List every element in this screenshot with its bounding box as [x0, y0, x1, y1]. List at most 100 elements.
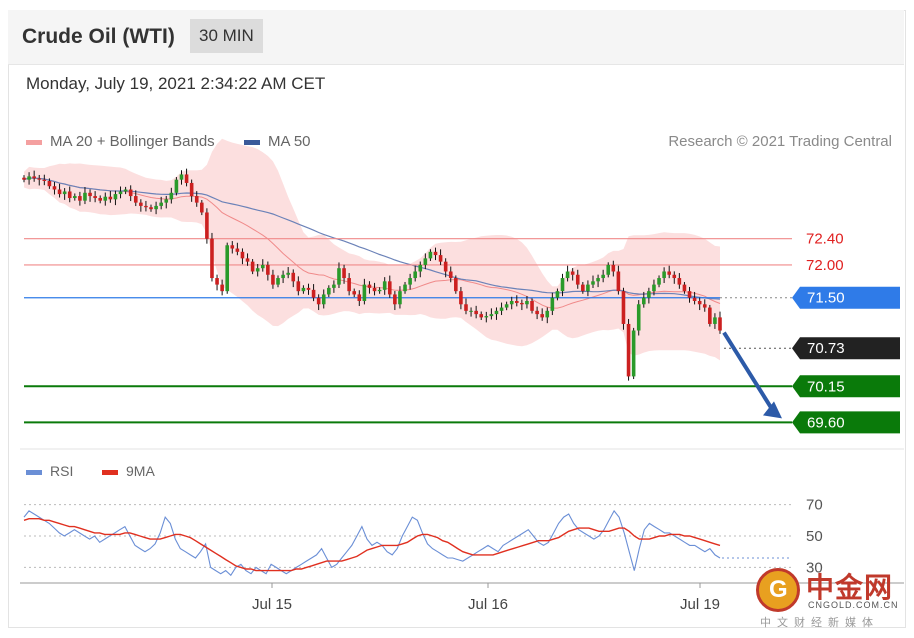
legend-rsi: RSI: [26, 463, 73, 479]
candle-body: [631, 330, 636, 377]
candle-body: [652, 284, 656, 292]
candle-body: [118, 191, 123, 195]
candle-body: [708, 307, 712, 324]
candle-body: [581, 284, 585, 292]
forecast-arrow-shaft: [722, 331, 776, 414]
level-label-72.00: 72.00: [806, 257, 844, 274]
candle-body: [469, 310, 473, 312]
candle-body: [332, 284, 336, 288]
candle-body: [367, 284, 372, 288]
instrument-title: Crude Oil (WTI): [22, 25, 175, 48]
candle-body: [32, 176, 36, 179]
candle-body: [47, 180, 52, 187]
rsi-tick-30: 30: [806, 559, 823, 576]
legend-ma20: MA 20 + Bollinger Bands: [26, 133, 215, 150]
candle-body: [103, 196, 108, 201]
candle-body: [301, 287, 306, 292]
level-tag-70.15: [792, 375, 900, 398]
candle-body: [286, 272, 290, 275]
candle-body: [194, 196, 199, 203]
level-tag-69.60: [792, 411, 900, 434]
candle-body: [88, 192, 92, 197]
candle-body: [73, 196, 77, 199]
candle-body: [606, 264, 611, 275]
candle-body: [291, 272, 296, 282]
rsi-tick-70: 70: [806, 497, 823, 514]
candle-body: [184, 174, 189, 183]
candle-body: [387, 281, 392, 295]
research-credit: Research © 2021 Trading Central: [668, 133, 892, 150]
candle-body: [296, 281, 301, 292]
candle-body: [154, 205, 158, 210]
candle-body: [62, 191, 67, 195]
candle-body: [113, 194, 118, 200]
level-tag-70.73: [792, 337, 900, 360]
candle-body: [682, 284, 687, 292]
candle-body: [697, 301, 702, 305]
ma50-swatch: [244, 139, 260, 145]
candle-body: [205, 212, 209, 239]
candle-body: [230, 245, 235, 249]
level-label-72.40: 72.40: [806, 231, 844, 248]
cngold-logo-sub: 中文财经新媒体: [760, 617, 879, 629]
candle-body: [565, 271, 570, 279]
ma9-swatch: [102, 469, 118, 475]
candle-body: [220, 284, 224, 292]
candle-body: [98, 198, 103, 201]
level-tag-text-69.60: 69.60: [807, 414, 845, 431]
candle-body: [687, 291, 692, 298]
candle-body: [123, 189, 128, 192]
candle-body: [266, 264, 270, 275]
candle-body: [418, 264, 423, 272]
candle-body: [454, 278, 458, 292]
candle-body: [164, 199, 169, 203]
chart-header: Crude Oil (WTI) 30 MIN: [8, 10, 904, 65]
candle-body: [504, 304, 509, 308]
candle-body: [174, 179, 179, 193]
candle-body: [479, 314, 484, 318]
candle-body: [52, 186, 57, 190]
candle-body: [342, 268, 346, 279]
candle-body: [616, 271, 621, 292]
rsi-line: [23, 509, 721, 577]
timeframe-button[interactable]: 30 MIN: [190, 19, 263, 53]
legend-ma50: MA 50: [244, 133, 311, 150]
candle-body: [321, 294, 326, 305]
candle-body: [215, 278, 219, 285]
candle-body: [499, 307, 504, 311]
candle-body: [276, 278, 280, 285]
candle-body: [545, 310, 550, 318]
candle-body: [540, 314, 544, 318]
candle-body: [520, 302, 524, 305]
candle-body: [535, 310, 539, 315]
candle-body: [448, 271, 453, 279]
level-tag-text-70.15: 70.15: [807, 378, 845, 395]
candle-body: [662, 271, 666, 279]
cngold-logo-text: 中金网: [806, 572, 894, 603]
candle-body: [93, 196, 97, 199]
candle-body: [362, 284, 367, 301]
candle-body: [398, 291, 402, 305]
candle-body: [377, 289, 382, 292]
candle-body: [133, 196, 138, 203]
candle-body: [672, 274, 677, 279]
chart-panel: [8, 10, 906, 628]
candle-body: [464, 304, 468, 311]
candle-body: [78, 196, 82, 201]
candle-body: [67, 191, 72, 199]
candle-body: [570, 271, 575, 275]
candle-body: [438, 255, 443, 262]
rsi-swatch: [26, 469, 42, 475]
candle-body: [347, 278, 351, 292]
candle-body: [240, 251, 245, 259]
candle-body: [57, 189, 62, 195]
candle-body: [225, 245, 230, 292]
candle-body: [83, 192, 87, 201]
candle-body: [530, 301, 534, 311]
candle-body: [281, 274, 285, 279]
candle-body: [525, 301, 529, 305]
candle-body: [702, 304, 707, 308]
level-tag-71.50: [792, 286, 900, 309]
candle-body: [718, 317, 722, 331]
candle-body: [306, 287, 311, 290]
